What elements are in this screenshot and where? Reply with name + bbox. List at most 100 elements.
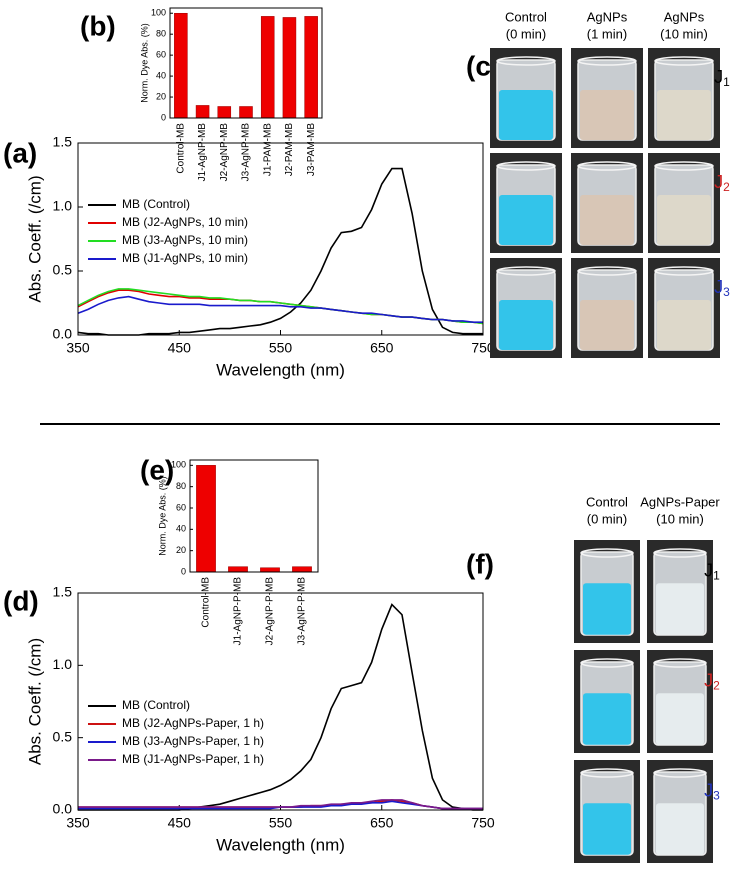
x-tick-label: 450 — [168, 815, 192, 831]
beaker-liquid — [656, 803, 704, 855]
beaker-rim — [653, 658, 707, 668]
column-header: (1 min) — [587, 26, 627, 41]
y-tick-label: 60 — [156, 50, 166, 60]
y-tick-label: 1.0 — [53, 656, 73, 672]
beaker-rim — [580, 658, 634, 668]
x-axis-label: Wavelength (nm) — [216, 835, 345, 854]
y-axis-label: Norm. Dye Abs. (%) — [157, 476, 167, 556]
legend-label: MB (Control) — [122, 197, 190, 211]
beaker-liquid — [583, 693, 631, 745]
row-label-subscript: 1 — [723, 75, 730, 89]
y-tick-label: 0.0 — [53, 801, 73, 817]
beaker-liquid — [499, 90, 553, 140]
column-header: (0 min) — [506, 26, 546, 41]
plot-frame — [77, 592, 484, 811]
x-tick-label: J1-PAM-MB — [262, 123, 273, 176]
row-label-subscript: 2 — [723, 180, 730, 194]
y-tick-label: 0 — [181, 566, 186, 576]
y-tick-label: 0.5 — [53, 262, 73, 278]
y-tick-label: 1.5 — [53, 134, 73, 150]
x-tick-label: Control-MB — [201, 577, 212, 628]
row-label: J1 — [704, 560, 720, 582]
beaker-rim — [577, 56, 637, 66]
bar — [195, 105, 210, 119]
y-axis-label: Abs. Coeff. (/cm) — [25, 175, 44, 302]
beaker-rim — [580, 548, 634, 558]
legend-label: MB (J1-AgNPs, 10 min) — [122, 251, 248, 265]
legend-label: MB (J2-AgNPs, 10 min) — [122, 215, 248, 229]
panel-label: (b) — [80, 10, 116, 41]
row-label: J3 — [714, 277, 730, 299]
legend-label: MB (J1-AgNPs-Paper, 1 h) — [122, 752, 264, 766]
y-tick-label: 60 — [176, 502, 186, 512]
series-line — [77, 167, 483, 336]
plot-frame — [169, 7, 323, 119]
y-tick-label: 40 — [156, 70, 166, 80]
beaker-liquid — [657, 195, 711, 245]
beaker-liquid — [583, 583, 631, 635]
column-header: AgNPs — [664, 9, 705, 24]
beaker-liquid — [656, 583, 704, 635]
bar — [196, 465, 216, 573]
row-label-subscript: 3 — [713, 789, 720, 803]
y-tick-label: 0 — [161, 112, 166, 122]
y-tick-label: 80 — [176, 481, 186, 491]
x-tick-label: 750 — [471, 340, 495, 356]
y-tick-label: 20 — [176, 545, 186, 555]
y-tick-label: 1.0 — [53, 198, 73, 214]
beaker-rim — [580, 768, 634, 778]
beaker-rim — [653, 548, 707, 558]
x-tick-label: J1-AgNP-MB — [197, 123, 208, 182]
row-label-text: J — [714, 67, 723, 87]
panel-label: (d) — [3, 585, 39, 616]
panel-label: (e) — [140, 454, 174, 485]
x-tick-label: 450 — [168, 340, 192, 356]
x-tick-label: J2-PAM-MB — [284, 123, 295, 176]
x-tick-label: J3-PAM-MB — [306, 123, 317, 176]
row-label: J1 — [714, 67, 730, 89]
beaker-rim — [577, 266, 637, 276]
beaker-rim — [496, 266, 556, 276]
x-tick-label: J2-AgNP-MB — [219, 123, 230, 182]
y-tick-label: 0.0 — [53, 326, 73, 342]
row-label: J3 — [704, 780, 720, 802]
column-header: Control — [505, 9, 547, 24]
beaker-liquid — [580, 195, 634, 245]
row-label: J2 — [704, 670, 720, 692]
plot-frame — [189, 459, 319, 573]
y-tick-label: 80 — [156, 29, 166, 39]
beaker-rim — [654, 161, 714, 171]
series-line — [77, 295, 483, 323]
plot-frame — [77, 142, 484, 336]
x-tick-label: J3-AgNP-P-MB — [297, 577, 308, 646]
beaker-liquid — [656, 693, 704, 745]
beaker-rim — [496, 56, 556, 66]
row-label-text: J — [704, 780, 713, 800]
column-header: (0 min) — [587, 511, 627, 526]
row-label-subscript: 2 — [713, 679, 720, 693]
x-tick-label: 750 — [471, 815, 495, 831]
bar — [174, 12, 188, 119]
y-tick-label: 0.5 — [53, 728, 73, 744]
column-header: Control — [586, 494, 628, 509]
beaker-rim — [496, 161, 556, 171]
beaker-rim — [577, 161, 637, 171]
beaker-liquid — [580, 90, 634, 140]
bar — [228, 566, 248, 573]
column-header: (10 min) — [660, 26, 708, 41]
bar — [239, 106, 253, 119]
bar — [282, 17, 297, 119]
x-tick-label: 550 — [269, 340, 293, 356]
beaker-rim — [654, 266, 714, 276]
x-tick-label: 350 — [66, 340, 90, 356]
panel-label: (a) — [3, 137, 37, 168]
bar — [292, 566, 312, 573]
column-header: (10 min) — [656, 511, 704, 526]
beaker-liquid — [583, 803, 631, 855]
x-tick-label: J2-AgNP-P-MB — [265, 577, 276, 646]
legend-label: MB (J2-AgNPs-Paper, 1 h) — [122, 716, 264, 730]
column-header: AgNPs-Paper — [640, 494, 720, 509]
x-tick-label: J1-AgNP-P-MB — [233, 577, 244, 646]
